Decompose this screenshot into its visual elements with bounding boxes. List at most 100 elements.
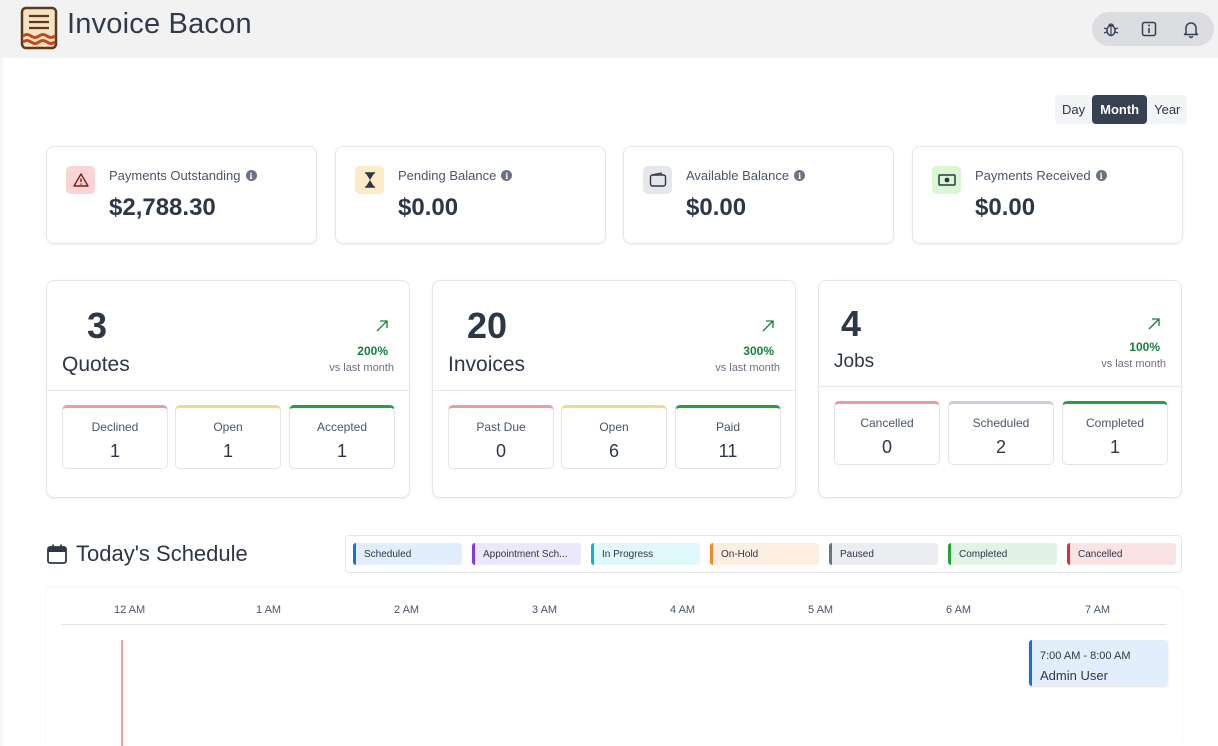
quotes-vs-label: vs last month bbox=[329, 362, 394, 374]
trend-up-icon bbox=[1148, 318, 1160, 330]
timeline-axis bbox=[61, 624, 1167, 625]
info-tooltip-icon[interactable]: i bbox=[1095, 170, 1107, 181]
info-tooltip-icon[interactable]: i bbox=[794, 170, 806, 181]
jobs-count: 4 bbox=[841, 303, 862, 344]
jobs-scheduled-box[interactable]: Scheduled 2 bbox=[948, 401, 1054, 465]
jobs-card[interactable]: 4 Jobs 100% vs last month Cancelled 0 Sc… bbox=[818, 280, 1182, 498]
sub-value: 1 bbox=[336, 441, 347, 461]
period-year-button[interactable]: Year bbox=[1154, 102, 1181, 117]
event-assignee: Admin User bbox=[1040, 668, 1108, 683]
sub-value: 0 bbox=[495, 441, 506, 461]
sub-value: 11 bbox=[718, 441, 738, 461]
wallet-icon bbox=[643, 166, 672, 194]
sub-label: Paid bbox=[715, 420, 741, 434]
stat-label: Payments Outstanding i bbox=[109, 168, 257, 183]
stat-label: Pending Balance i bbox=[398, 168, 513, 183]
legend-cancelled[interactable]: Cancelled bbox=[1067, 543, 1176, 565]
sub-value: 1 bbox=[109, 441, 120, 461]
sub-value: 0 bbox=[881, 437, 892, 457]
legend-completed[interactable]: Completed bbox=[948, 543, 1057, 565]
hour-label: 2 AM bbox=[394, 604, 420, 616]
jobs-vs-label: vs last month bbox=[1101, 358, 1166, 370]
bug-icon[interactable] bbox=[1101, 19, 1121, 39]
hour-label: 12 AM bbox=[114, 604, 146, 616]
info-tooltip-icon[interactable]: i bbox=[501, 170, 513, 181]
warning-icon bbox=[66, 166, 95, 194]
app-header: Invoice Bacon bbox=[0, 0, 1218, 58]
pending-balance-card[interactable]: Pending Balance i $0.00 bbox=[335, 146, 606, 244]
current-time-indicator bbox=[121, 640, 123, 746]
stat-value: $2,788.30 bbox=[109, 194, 216, 221]
sub-label: Completed bbox=[1085, 416, 1145, 430]
schedule-timeline[interactable]: 12 AM 1 AM 2 AM 3 AM 4 AM 5 AM 6 AM 7 AM… bbox=[46, 588, 1182, 746]
quotes-change: 200% bbox=[357, 344, 388, 358]
cash-icon bbox=[932, 166, 961, 194]
sub-label: Declined bbox=[91, 420, 139, 434]
quotes-open-box[interactable]: Open 1 bbox=[175, 405, 281, 469]
quotes-card[interactable]: 3 Quotes 200% vs last month Declined 1 O… bbox=[46, 280, 410, 498]
invoices-count: 20 bbox=[467, 305, 508, 346]
info-tooltip-icon[interactable]: i bbox=[245, 170, 257, 181]
trend-up-icon bbox=[762, 320, 774, 332]
sub-value: 1 bbox=[1109, 437, 1120, 457]
stat-label: Available Balance i bbox=[686, 168, 806, 183]
jobs-cancelled-box[interactable]: Cancelled 0 bbox=[834, 401, 940, 465]
period-day-button[interactable]: Day bbox=[1062, 102, 1086, 117]
hour-label: 3 AM bbox=[532, 604, 558, 616]
sub-label: Open bbox=[213, 420, 243, 434]
trend-up-icon bbox=[376, 320, 388, 332]
divider bbox=[433, 390, 795, 391]
jobs-completed-box[interactable]: Completed 1 bbox=[1062, 401, 1168, 465]
period-toggle: Day Month Year bbox=[1055, 95, 1188, 124]
legend-on-hold[interactable]: On-Hold bbox=[710, 543, 819, 565]
schedule-title: Today's Schedule bbox=[76, 541, 248, 566]
app-title: Invoice Bacon bbox=[67, 8, 252, 40]
sub-label: Scheduled bbox=[972, 416, 1030, 430]
status-legend: Scheduled Appointment Sch... In Progress… bbox=[345, 535, 1182, 573]
stat-value: $0.00 bbox=[975, 194, 1036, 221]
info-icon[interactable] bbox=[1139, 19, 1159, 39]
stat-value: $0.00 bbox=[398, 194, 459, 221]
available-balance-card[interactable]: Available Balance i $0.00 bbox=[623, 146, 894, 244]
jobs-change: 100% bbox=[1129, 340, 1160, 354]
event-time: 7:00 AM - 8:00 AM bbox=[1040, 650, 1131, 662]
invoice-logo-icon[interactable] bbox=[20, 6, 60, 52]
legend-scheduled[interactable]: Scheduled bbox=[353, 543, 462, 565]
hour-label: 6 AM bbox=[946, 604, 972, 616]
schedule-event[interactable]: 7:00 AM - 8:00 AM Admin User bbox=[1029, 640, 1168, 686]
invoices-card[interactable]: 20 Invoices 300% vs last month Past Due … bbox=[432, 280, 796, 498]
sub-label: Open bbox=[599, 420, 629, 434]
sidebar-edge bbox=[0, 58, 3, 746]
quotes-declined-box[interactable]: Declined 1 bbox=[62, 405, 168, 469]
invoices-open-box[interactable]: Open 6 bbox=[561, 405, 667, 469]
stat-label: Payments Received i bbox=[975, 168, 1107, 183]
sub-value: 1 bbox=[222, 441, 233, 461]
invoices-past-due-box[interactable]: Past Due 0 bbox=[448, 405, 554, 469]
legend-paused[interactable]: Paused bbox=[829, 543, 938, 565]
bell-icon[interactable] bbox=[1181, 19, 1201, 39]
stat-value: $0.00 bbox=[686, 194, 747, 221]
legend-in-progress[interactable]: In Progress bbox=[591, 543, 700, 565]
sub-label: Cancelled bbox=[860, 416, 914, 430]
calendar-icon bbox=[47, 544, 67, 564]
quotes-title: Quotes bbox=[62, 353, 130, 376]
invoices-vs-label: vs last month bbox=[715, 362, 780, 374]
invoices-paid-box[interactable]: Paid 11 bbox=[675, 405, 781, 469]
hourglass-icon bbox=[355, 166, 384, 194]
period-month-button[interactable]: Month bbox=[1092, 95, 1148, 124]
hour-label: 5 AM bbox=[808, 604, 834, 616]
sub-value: 6 bbox=[608, 441, 619, 461]
quotes-accepted-box[interactable]: Accepted 1 bbox=[289, 405, 395, 469]
legend-appointment-scheduled[interactable]: Appointment Sch... bbox=[472, 543, 581, 565]
payments-received-card[interactable]: Payments Received i $0.00 bbox=[912, 146, 1183, 244]
hour-label: 1 AM bbox=[256, 604, 282, 616]
sub-label: Past Due bbox=[476, 420, 526, 434]
hour-label: 4 AM bbox=[670, 604, 696, 616]
hour-label: 7 AM bbox=[1085, 604, 1111, 616]
divider bbox=[819, 386, 1181, 387]
invoices-change: 300% bbox=[743, 344, 774, 358]
payments-outstanding-card[interactable]: Payments Outstanding i $2,788.30 bbox=[46, 146, 317, 244]
jobs-title: Jobs bbox=[834, 351, 875, 372]
invoices-title: Invoices bbox=[448, 353, 526, 376]
quotes-count: 3 bbox=[87, 305, 108, 346]
